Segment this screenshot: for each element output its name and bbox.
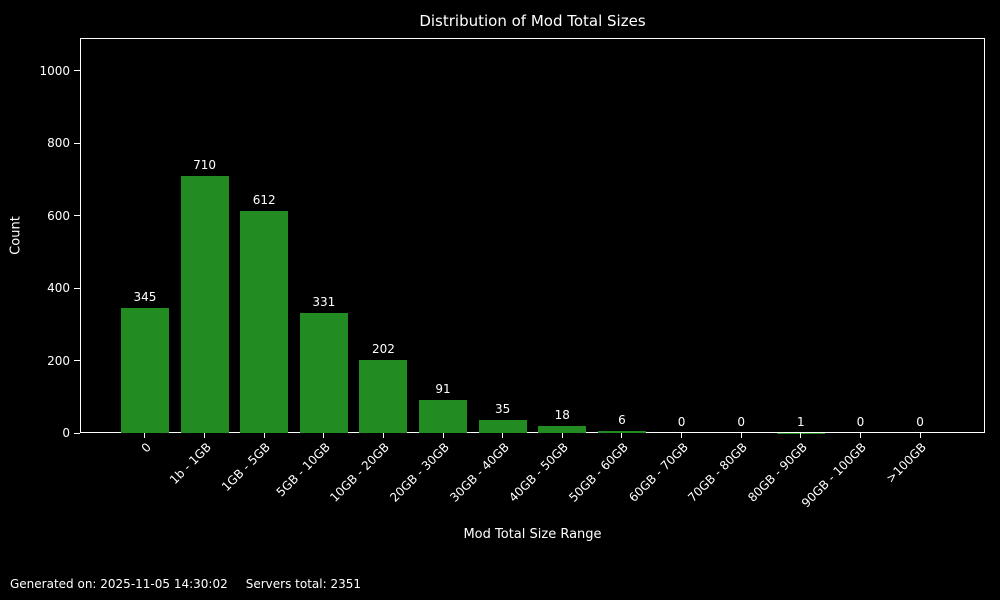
x-tick-mark bbox=[740, 433, 742, 438]
x-tick-label: 1b - 1GB bbox=[166, 440, 214, 487]
x-tick-mark bbox=[919, 433, 921, 438]
x-tick-label: 20GB - 30GB bbox=[387, 440, 453, 505]
x-tick-label: 0 bbox=[138, 440, 154, 456]
x-tick-label: >100GB bbox=[883, 440, 929, 486]
y-tick-label: 200 bbox=[47, 353, 70, 368]
x-tick-mark bbox=[621, 433, 623, 438]
x-tick-label: 5GB - 10GB bbox=[273, 440, 333, 500]
x-tick-label: 50GB - 60GB bbox=[566, 440, 631, 505]
y-tick-label: 0 bbox=[62, 426, 70, 440]
x-tick-mark bbox=[144, 433, 146, 438]
x-tick-label: 40GB - 50GB bbox=[506, 440, 572, 505]
x-tick-mark bbox=[561, 433, 563, 438]
x-tick-mark bbox=[800, 433, 802, 438]
footer: Generated on: 2025-11-05 14:30:02 Server… bbox=[10, 577, 361, 592]
x-tick-label: 30GB - 40GB bbox=[446, 440, 512, 505]
chart-title: Distribution of Mod Total Sizes bbox=[419, 12, 646, 30]
x-tick-mark bbox=[681, 433, 683, 438]
x-tick-label: 80GB - 90GB bbox=[744, 440, 810, 505]
generated-on-text: Generated on: 2025-11-05 14:30:02 bbox=[10, 577, 228, 591]
x-tick-mark bbox=[859, 433, 861, 438]
x-tick-label: 60GB - 70GB bbox=[625, 440, 691, 505]
x-tick-label: 90GB - 100GB bbox=[799, 440, 870, 511]
x-tick-mark bbox=[204, 433, 206, 438]
x-tick-mark bbox=[382, 433, 384, 438]
x-axis-label: Mod Total Size Range bbox=[463, 527, 602, 542]
servers-total-text: Servers total: 2351 bbox=[245, 577, 361, 591]
plot-area bbox=[80, 38, 985, 433]
x-tick-label: 1GB - 5GB bbox=[219, 440, 274, 495]
x-tick-mark bbox=[263, 433, 265, 438]
x-tick-mark bbox=[323, 433, 325, 438]
y-axis-label: Count bbox=[8, 216, 24, 255]
x-tick-mark bbox=[502, 433, 504, 438]
y-tick-label: 1000 bbox=[39, 63, 70, 78]
x-tick-label: 10GB - 20GB bbox=[327, 440, 393, 505]
x-tick-label: 70GB - 80GB bbox=[685, 440, 751, 505]
x-tick-mark bbox=[442, 433, 444, 438]
y-tick-label: 800 bbox=[47, 136, 70, 151]
